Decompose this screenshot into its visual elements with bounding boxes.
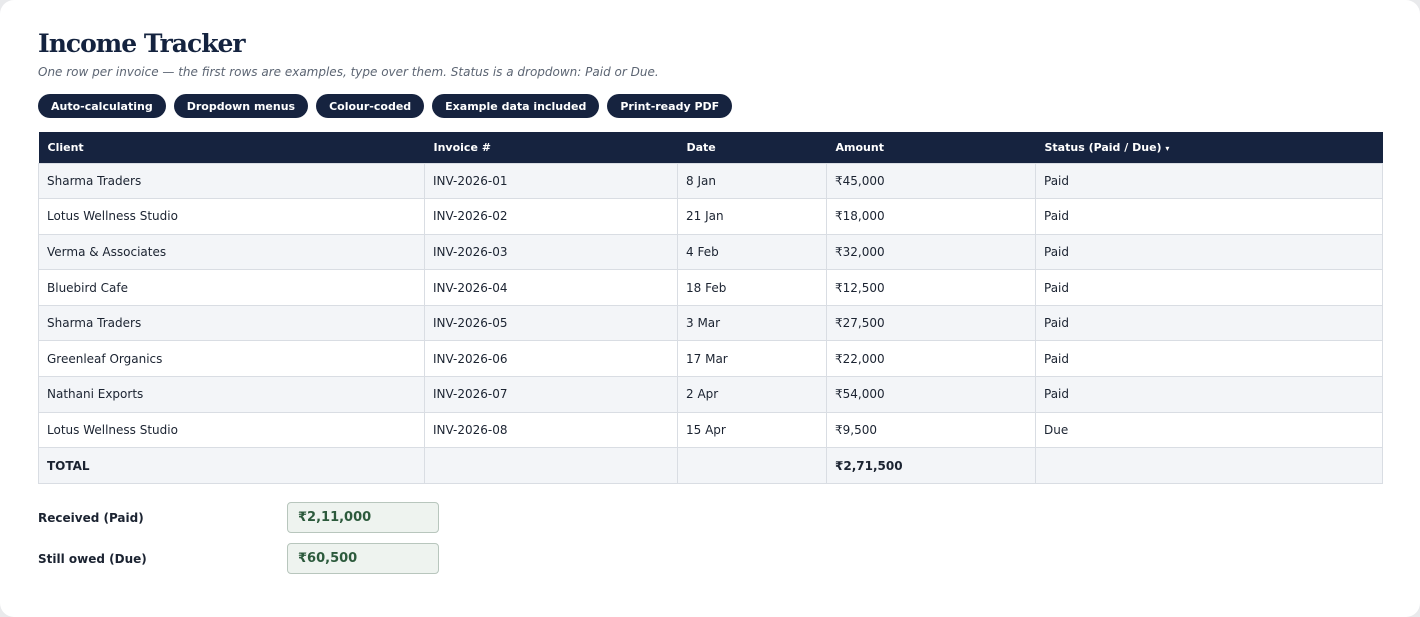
- feature-pill-example-data: Example data included: [432, 94, 600, 118]
- column-header-amount: Amount: [826, 132, 1036, 163]
- amount-cell[interactable]: ₹9,500: [826, 411, 1036, 449]
- status-cell[interactable]: Due: [1035, 411, 1383, 449]
- feature-pill-colour-coded: Colour-coded: [316, 94, 425, 118]
- total-empty-cell: [1035, 447, 1383, 484]
- table-row: Nathani Exports INV-2026-07 2 Apr ₹54,00…: [38, 376, 1383, 413]
- invoice-cell[interactable]: INV-2026-05: [424, 304, 678, 342]
- invoice-cell[interactable]: INV-2026-01: [424, 162, 678, 200]
- table-row: Bluebird Cafe INV-2026-04 18 Feb ₹12,500…: [38, 269, 1383, 306]
- total-empty-cell: [677, 447, 827, 484]
- invoice-cell[interactable]: INV-2026-04: [424, 269, 678, 306]
- column-header-client: Client: [38, 132, 425, 163]
- table-row: Lotus Wellness Studio INV-2026-02 21 Jan…: [38, 198, 1383, 235]
- table-row: Verma & Associates INV-2026-03 4 Feb ₹32…: [38, 233, 1383, 271]
- status-cell[interactable]: Paid: [1035, 304, 1383, 342]
- status-cell[interactable]: Paid: [1035, 162, 1383, 200]
- amount-cell[interactable]: ₹27,500: [826, 304, 1036, 342]
- feature-pill-dropdown-menus: Dropdown menus: [173, 94, 309, 118]
- client-cell[interactable]: Lotus Wellness Studio: [38, 411, 425, 449]
- amount-cell[interactable]: ₹45,000: [826, 162, 1036, 200]
- owed-value: ₹60,500: [287, 543, 439, 574]
- amount-cell[interactable]: ₹54,000: [826, 376, 1036, 413]
- client-cell[interactable]: Greenleaf Organics: [38, 340, 425, 378]
- amount-cell[interactable]: ₹18,000: [826, 198, 1036, 235]
- owed-summary: Still owed (Due) ₹60,500: [38, 543, 439, 574]
- date-cell[interactable]: 4 Feb: [677, 233, 827, 271]
- date-cell[interactable]: 8 Jan: [677, 162, 827, 200]
- date-cell[interactable]: 15 Apr: [677, 411, 827, 449]
- amount-cell[interactable]: ₹12,500: [826, 269, 1036, 306]
- client-cell[interactable]: Sharma Traders: [38, 304, 425, 342]
- column-header-date: Date: [677, 132, 827, 163]
- invoice-cell[interactable]: INV-2026-06: [424, 340, 678, 378]
- table-row: Greenleaf Organics INV-2026-06 17 Mar ₹2…: [38, 340, 1383, 378]
- total-empty-cell: [424, 447, 678, 484]
- owed-label: Still owed (Due): [38, 551, 147, 566]
- date-cell[interactable]: 21 Jan: [677, 198, 827, 235]
- table-row: Lotus Wellness Studio INV-2026-08 15 Apr…: [38, 411, 1383, 449]
- table-row: Sharma Traders INV-2026-01 8 Jan ₹45,000…: [38, 162, 1383, 200]
- total-row: TOTAL ₹2,71,500: [38, 447, 1383, 484]
- client-cell[interactable]: Lotus Wellness Studio: [38, 198, 425, 235]
- date-cell[interactable]: 2 Apr: [677, 376, 827, 413]
- received-value: ₹2,11,000: [287, 502, 439, 533]
- total-label: TOTAL: [38, 447, 425, 484]
- page-subtitle: One row per invoice — the first rows are…: [38, 65, 659, 79]
- page-title: Income Tracker: [38, 29, 246, 58]
- status-cell[interactable]: Paid: [1035, 198, 1383, 235]
- invoice-cell[interactable]: INV-2026-08: [424, 411, 678, 449]
- table-row: Sharma Traders INV-2026-05 3 Mar ₹27,500…: [38, 304, 1383, 342]
- status-cell[interactable]: Paid: [1035, 376, 1383, 413]
- income-table: Client Invoice # Date Amount Status (Pai…: [38, 132, 1383, 484]
- client-cell[interactable]: Bluebird Cafe: [38, 269, 425, 306]
- invoice-cell[interactable]: INV-2026-03: [424, 233, 678, 271]
- table-header-row: Client Invoice # Date Amount Status (Pai…: [38, 132, 1383, 163]
- total-amount: ₹2,71,500: [826, 447, 1036, 484]
- date-cell[interactable]: 17 Mar: [677, 340, 827, 378]
- received-summary: Received (Paid) ₹2,11,000: [38, 502, 439, 533]
- invoice-cell[interactable]: INV-2026-07: [424, 376, 678, 413]
- column-header-status: Status (Paid / Due) ▾: [1035, 132, 1383, 163]
- column-header-status-label: Status (Paid / Due): [1044, 140, 1162, 154]
- amount-cell[interactable]: ₹32,000: [826, 233, 1036, 271]
- feature-pills: Auto-calculating Dropdown menus Colour-c…: [38, 94, 733, 118]
- feature-pill-auto-calculating: Auto-calculating: [38, 94, 166, 118]
- received-label: Received (Paid): [38, 510, 144, 525]
- chevron-down-icon: ▾: [1165, 143, 1170, 153]
- client-cell[interactable]: Verma & Associates: [38, 233, 425, 271]
- date-cell[interactable]: 3 Mar: [677, 304, 827, 342]
- column-header-invoice: Invoice #: [424, 132, 678, 163]
- status-cell[interactable]: Paid: [1035, 233, 1383, 271]
- client-cell[interactable]: Sharma Traders: [38, 162, 425, 200]
- status-cell[interactable]: Paid: [1035, 269, 1383, 306]
- feature-pill-print-ready: Print-ready PDF: [607, 94, 733, 118]
- status-cell[interactable]: Paid: [1035, 340, 1383, 378]
- date-cell[interactable]: 18 Feb: [677, 269, 827, 306]
- client-cell[interactable]: Nathani Exports: [38, 376, 425, 413]
- amount-cell[interactable]: ₹22,000: [826, 340, 1036, 378]
- invoice-cell[interactable]: INV-2026-02: [424, 198, 678, 235]
